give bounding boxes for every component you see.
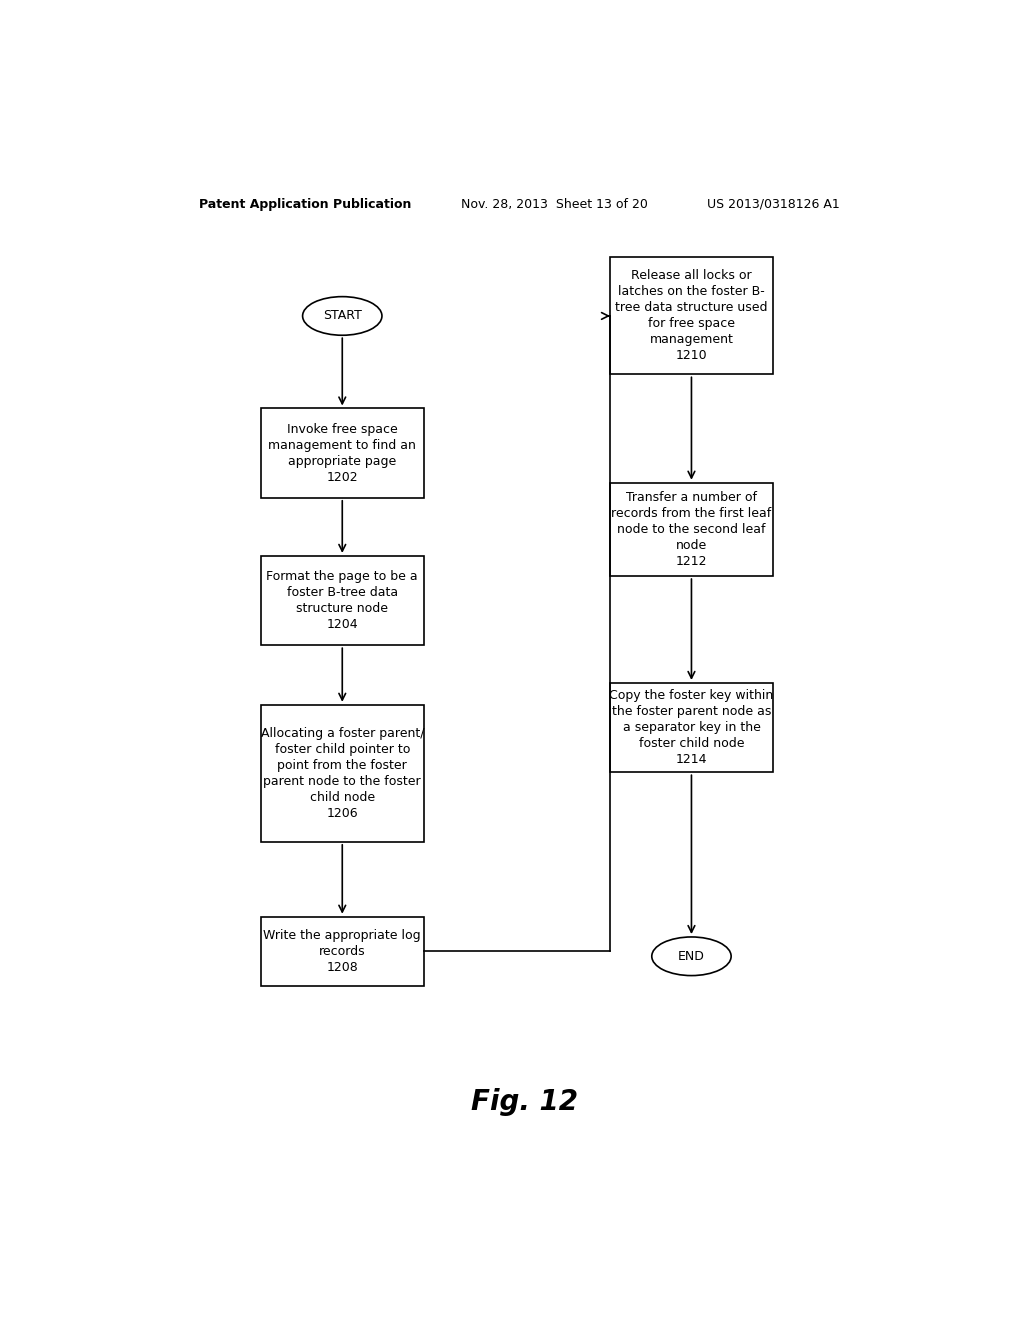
- Text: Patent Application Publication: Patent Application Publication: [200, 198, 412, 211]
- Text: Copy the foster key within
the foster parent node as
a separator key in the
fost: Copy the foster key within the foster pa…: [609, 689, 773, 766]
- Text: Fig. 12: Fig. 12: [471, 1088, 579, 1115]
- Text: Format the page to be a
foster B-tree data
structure node
1204: Format the page to be a foster B-tree da…: [266, 570, 418, 631]
- FancyBboxPatch shape: [610, 682, 773, 772]
- Text: US 2013/0318126 A1: US 2013/0318126 A1: [708, 198, 840, 211]
- FancyBboxPatch shape: [261, 916, 424, 986]
- Text: Allocating a foster parent/
foster child pointer to
point from the foster
parent: Allocating a foster parent/ foster child…: [260, 727, 424, 820]
- FancyBboxPatch shape: [261, 408, 424, 498]
- Text: Release all locks or
latches on the foster B-
tree data structure used
for free : Release all locks or latches on the fost…: [615, 269, 768, 363]
- Ellipse shape: [303, 297, 382, 335]
- Text: Invoke free space
management to find an
appropriate page
1202: Invoke free space management to find an …: [268, 422, 416, 483]
- Text: END: END: [678, 950, 705, 962]
- Text: Write the appropriate log
records
1208: Write the appropriate log records 1208: [263, 929, 421, 974]
- FancyBboxPatch shape: [261, 556, 424, 645]
- Ellipse shape: [652, 937, 731, 975]
- Text: START: START: [323, 309, 361, 322]
- FancyBboxPatch shape: [261, 705, 424, 842]
- FancyBboxPatch shape: [610, 483, 773, 576]
- Text: Nov. 28, 2013  Sheet 13 of 20: Nov. 28, 2013 Sheet 13 of 20: [461, 198, 648, 211]
- FancyBboxPatch shape: [610, 257, 773, 375]
- Text: Transfer a number of
records from the first leaf
node to the second leaf
node
12: Transfer a number of records from the fi…: [611, 491, 771, 568]
